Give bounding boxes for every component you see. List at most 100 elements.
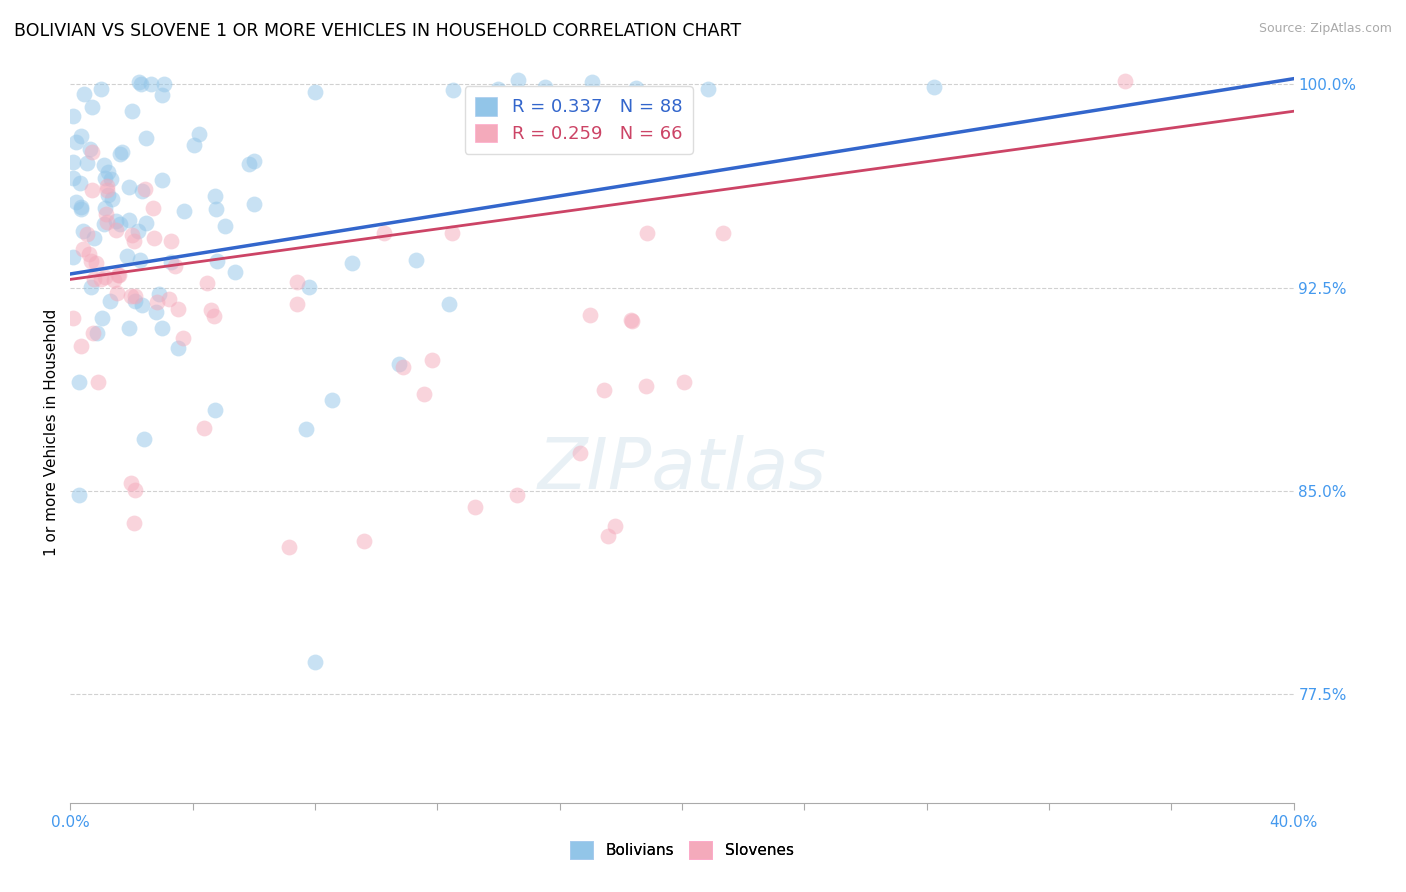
Point: [405, 253, 427, 268]
Legend: Bolivians, Slovenes: Bolivians, Slovenes: [564, 835, 800, 865]
Point: [96, 165, 118, 179]
Point: [98, 294, 121, 309]
Point: [93, 217, 115, 231]
Point: [304, 85, 326, 99]
Point: [188, 127, 211, 141]
Point: [157, 292, 180, 306]
Point: [139, 77, 162, 91]
Point: [127, 224, 149, 238]
Point: [506, 72, 529, 87]
Point: [285, 297, 308, 311]
Point: [150, 173, 173, 187]
Point: [134, 182, 156, 196]
Point: [391, 360, 413, 375]
Point: [152, 88, 174, 103]
Point: [153, 77, 176, 91]
Point: [167, 302, 190, 317]
Point: [135, 216, 157, 230]
Point: [581, 75, 603, 89]
Point: [135, 131, 157, 145]
Point: [224, 264, 246, 278]
Point: [70, 202, 93, 217]
Point: [159, 255, 181, 269]
Point: [69, 339, 91, 353]
Point: [62, 155, 84, 169]
Point: [87, 376, 110, 390]
Point: [79, 142, 101, 156]
Point: [204, 189, 226, 203]
Point: [205, 254, 228, 268]
Point: [145, 295, 167, 310]
Point: [107, 268, 129, 283]
Point: [131, 184, 153, 198]
Point: [124, 516, 146, 530]
Point: [243, 153, 266, 168]
Point: [295, 422, 318, 436]
Text: Source: ZipAtlas.com: Source: ZipAtlas.com: [1258, 22, 1392, 36]
Point: [128, 74, 150, 88]
Point: [131, 297, 153, 311]
Point: [238, 157, 260, 171]
Y-axis label: 1 or more Vehicles in Household: 1 or more Vehicles in Household: [44, 309, 59, 557]
Point: [593, 383, 616, 397]
Point: [107, 268, 129, 282]
Point: [353, 534, 375, 549]
Point: [73, 87, 96, 101]
Point: [420, 353, 443, 368]
Point: [86, 326, 108, 340]
Point: [145, 304, 167, 318]
Point: [321, 392, 343, 407]
Point: [118, 213, 141, 227]
Point: [195, 276, 218, 290]
Point: [76, 155, 98, 169]
Point: [79, 247, 101, 261]
Point: [304, 655, 326, 669]
Point: [115, 249, 138, 263]
Point: [598, 529, 620, 543]
Point: [105, 214, 128, 228]
Point: [110, 217, 132, 231]
Point: [193, 421, 215, 435]
Point: [128, 252, 150, 267]
Point: [62, 109, 84, 123]
Point: [163, 259, 186, 273]
Point: [101, 192, 124, 206]
Point: [167, 341, 190, 355]
Point: [70, 128, 93, 143]
Point: [80, 100, 103, 114]
Point: [672, 375, 695, 389]
Point: [108, 147, 131, 161]
Point: [62, 171, 84, 186]
Point: [568, 446, 591, 460]
Point: [100, 172, 122, 186]
Point: [72, 242, 94, 256]
Point: [69, 200, 91, 214]
Text: ZIPatlas: ZIPatlas: [537, 435, 827, 504]
Point: [437, 296, 460, 310]
Point: [634, 379, 657, 393]
Point: [82, 183, 104, 197]
Point: [205, 202, 228, 216]
Point: [486, 81, 509, 95]
Point: [90, 82, 112, 96]
Point: [76, 227, 98, 242]
Point: [90, 272, 112, 286]
Text: BOLIVIAN VS SLOVENE 1 OR MORE VEHICLES IN HOUSEHOLD CORRELATION CHART: BOLIVIAN VS SLOVENE 1 OR MORE VEHICLES I…: [14, 22, 741, 40]
Point: [94, 201, 117, 215]
Point: [173, 203, 195, 218]
Point: [214, 219, 236, 233]
Point: [204, 402, 226, 417]
Point: [373, 227, 395, 241]
Point: [412, 387, 434, 401]
Point: [93, 159, 115, 173]
Point: [1114, 74, 1136, 88]
Point: [441, 227, 464, 241]
Point: [142, 230, 165, 244]
Point: [111, 145, 134, 160]
Point: [124, 294, 146, 309]
Point: [285, 275, 308, 289]
Point: [97, 188, 120, 202]
Point: [441, 82, 464, 96]
Point: [124, 483, 146, 497]
Point: [150, 321, 173, 335]
